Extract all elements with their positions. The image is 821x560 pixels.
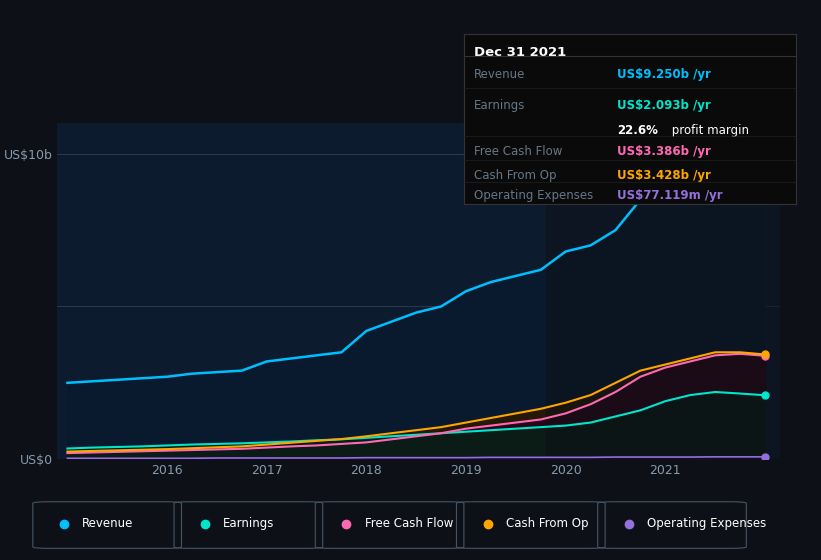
Text: Earnings: Earnings: [474, 99, 525, 111]
Text: US$3.428b /yr: US$3.428b /yr: [617, 169, 711, 181]
Text: US$9.250b /yr: US$9.250b /yr: [617, 68, 711, 81]
Text: Cash From Op: Cash From Op: [506, 517, 588, 530]
Text: Free Cash Flow: Free Cash Flow: [474, 144, 562, 157]
Text: 22.6%: 22.6%: [617, 124, 658, 137]
Text: Operating Expenses: Operating Expenses: [647, 517, 766, 530]
Text: Revenue: Revenue: [474, 68, 525, 81]
Text: profit margin: profit margin: [668, 124, 750, 137]
Text: US$3.386b /yr: US$3.386b /yr: [617, 144, 711, 157]
Text: Earnings: Earnings: [223, 517, 275, 530]
Text: Free Cash Flow: Free Cash Flow: [365, 517, 453, 530]
Text: Dec 31 2021: Dec 31 2021: [474, 45, 566, 59]
Text: Cash From Op: Cash From Op: [474, 169, 557, 181]
Text: Operating Expenses: Operating Expenses: [474, 189, 593, 202]
Polygon shape: [546, 123, 780, 459]
Text: Revenue: Revenue: [82, 517, 134, 530]
Text: US$77.119m /yr: US$77.119m /yr: [617, 189, 722, 202]
Text: US$2.093b /yr: US$2.093b /yr: [617, 99, 710, 111]
